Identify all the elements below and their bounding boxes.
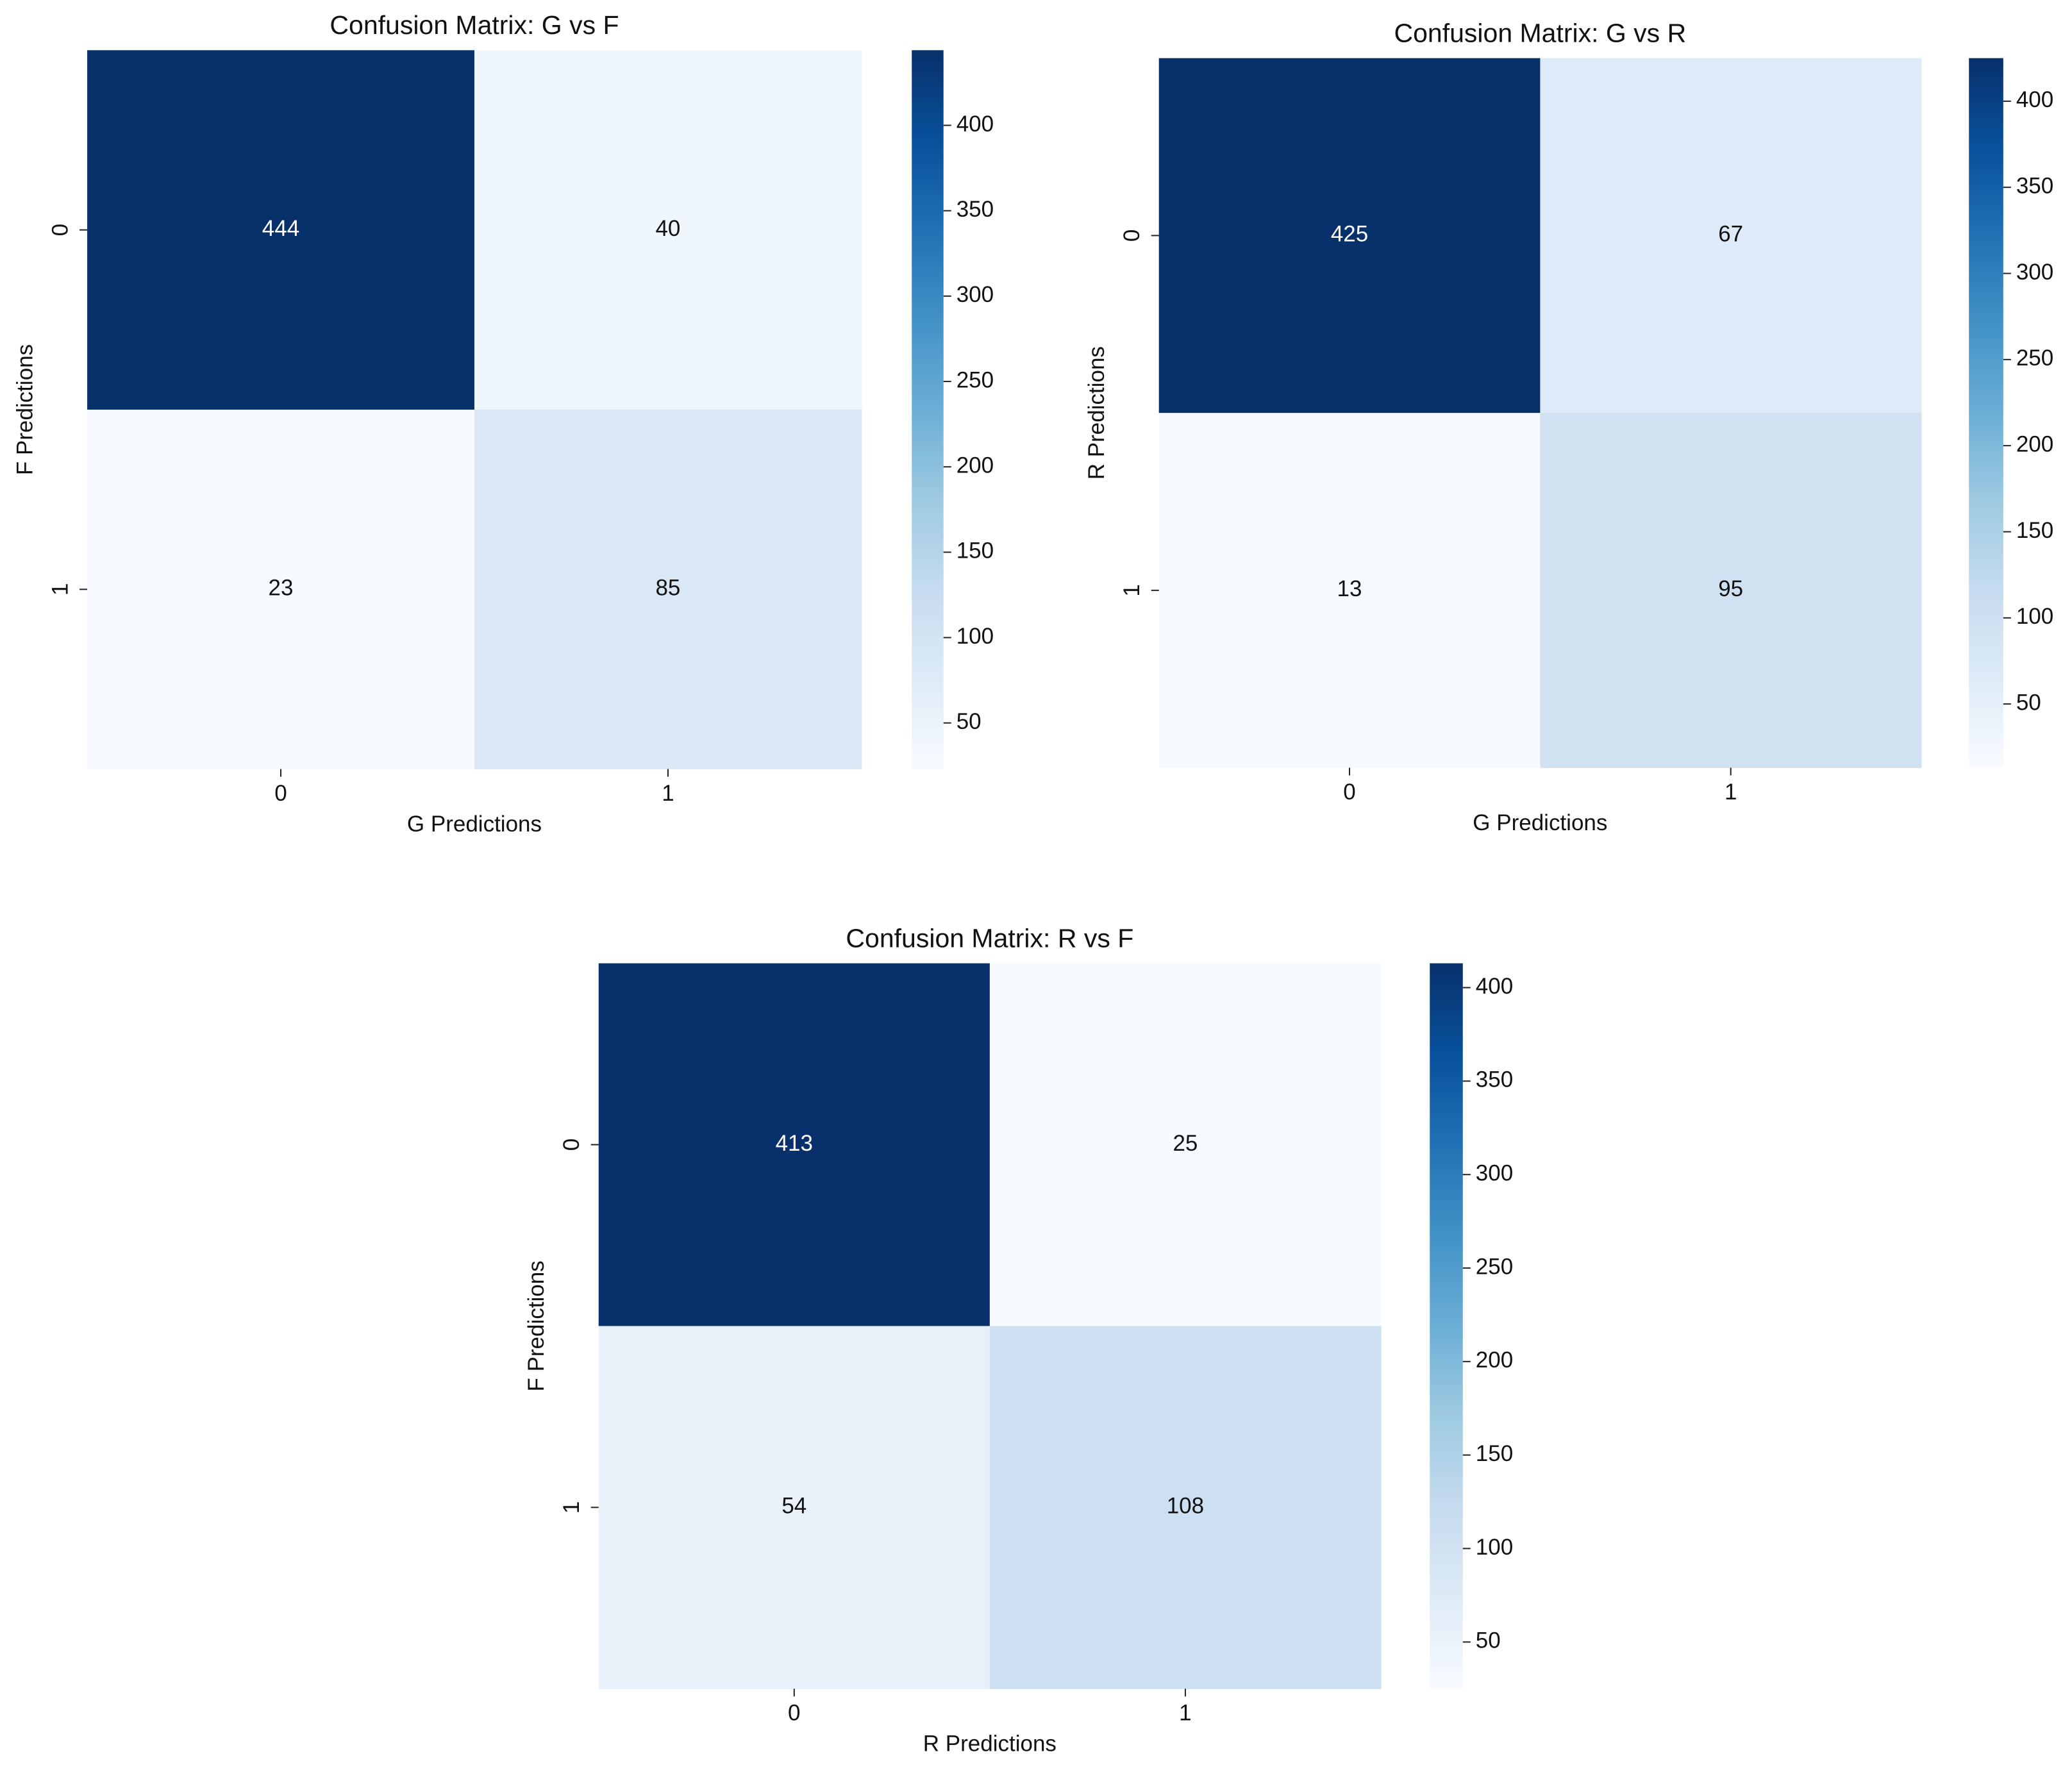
- colorbar-tick-label: 50: [2016, 690, 2041, 715]
- cell-label: 444: [262, 216, 299, 241]
- cell-label: 23: [269, 576, 294, 601]
- colorbar: [912, 50, 944, 769]
- heatmap-cell: [989, 1326, 1382, 1689]
- heatmap-cell: [87, 409, 475, 770]
- x-tick-label: 1: [662, 781, 674, 806]
- colorbar-tick-label: 400: [1476, 974, 1513, 999]
- colorbar-tick-label: 100: [1476, 1535, 1513, 1560]
- cell-label: 85: [655, 576, 680, 601]
- heatmap-cell: [1540, 58, 1922, 413]
- heatmap-cell: [474, 409, 862, 770]
- colorbar-tick-label: 350: [2016, 173, 2053, 198]
- colorbar-tick-label: 200: [1476, 1348, 1513, 1373]
- heatmap-cell: [474, 50, 862, 410]
- colorbar-tick-label: 300: [1476, 1160, 1513, 1185]
- colorbar-tick-label: 150: [2016, 518, 2053, 543]
- x-tick-label: 1: [1179, 1700, 1191, 1725]
- x-tick-label: 0: [274, 781, 287, 806]
- cell-label: 108: [1167, 1494, 1204, 1519]
- cell-label: 13: [1337, 576, 1362, 601]
- y-tick-label: 1: [47, 583, 72, 596]
- chart-title: Confusion Matrix: G vs R: [1394, 19, 1687, 48]
- x-tick-label: 0: [788, 1700, 800, 1725]
- cell-label: 40: [655, 216, 680, 241]
- colorbar-tick-label: 250: [1476, 1254, 1513, 1279]
- colorbar-tick-label: 250: [2016, 346, 2053, 371]
- y-tick-label: 1: [559, 1501, 584, 1514]
- colorbar-tick-label: 350: [957, 197, 994, 222]
- colorbar-tick-label: 400: [957, 112, 994, 137]
- colorbar-tick-label: 400: [2016, 87, 2053, 112]
- heatmap-cell: [1158, 413, 1541, 769]
- cell-label: 425: [1331, 222, 1368, 247]
- cell-label: 54: [781, 1494, 806, 1519]
- colorbar-tick-label: 50: [957, 709, 982, 734]
- y-tick-label: 0: [1119, 230, 1144, 242]
- cell-label: 95: [1718, 576, 1743, 601]
- heatmap-cell: [1540, 413, 1922, 769]
- x-tick-label: 1: [1725, 780, 1737, 805]
- colorbar-tick-label: 250: [957, 367, 994, 392]
- heatmap-cell: [598, 963, 990, 1326]
- colorbar-tick-label: 50: [1476, 1628, 1501, 1653]
- colorbar-tick-label: 150: [957, 539, 994, 564]
- cell-label: 25: [1173, 1131, 1198, 1156]
- colorbar-tick-label: 100: [2016, 604, 2053, 629]
- y-tick-label: 1: [1119, 584, 1144, 596]
- colorbar-tick-label: 350: [1476, 1067, 1513, 1092]
- x-axis-label: R Predictions: [923, 1731, 1057, 1756]
- y-axis-label: F Predictions: [12, 344, 37, 475]
- colorbar-tick-label: 200: [957, 453, 994, 478]
- colorbar: [1969, 58, 2003, 768]
- colorbar: [1430, 963, 1463, 1689]
- y-tick-label: 0: [47, 224, 72, 236]
- chart-title: Confusion Matrix: G vs F: [330, 10, 619, 40]
- chart-title: Confusion Matrix: R vs F: [846, 923, 1133, 953]
- x-axis-label: G Predictions: [407, 812, 542, 837]
- colorbar-tick-label: 200: [2016, 431, 2053, 456]
- y-axis-label: F Predictions: [524, 1260, 549, 1391]
- x-tick-label: 0: [1343, 780, 1355, 805]
- heatmap-cell: [87, 50, 475, 410]
- y-tick-label: 0: [559, 1139, 584, 1151]
- colorbar-tick-label: 300: [2016, 260, 2053, 285]
- heatmap-cell: [598, 1326, 990, 1689]
- colorbar-tick-label: 300: [957, 282, 994, 307]
- colorbar-tick-label: 150: [1476, 1441, 1513, 1466]
- cell-label: 67: [1718, 222, 1743, 247]
- x-axis-label: G Predictions: [1473, 810, 1607, 835]
- heatmap-cell: [989, 963, 1382, 1326]
- y-axis-label: R Predictions: [1084, 346, 1109, 480]
- heatmap-cell: [1158, 58, 1541, 413]
- cell-label: 413: [776, 1131, 813, 1156]
- colorbar-tick-label: 100: [957, 624, 994, 649]
